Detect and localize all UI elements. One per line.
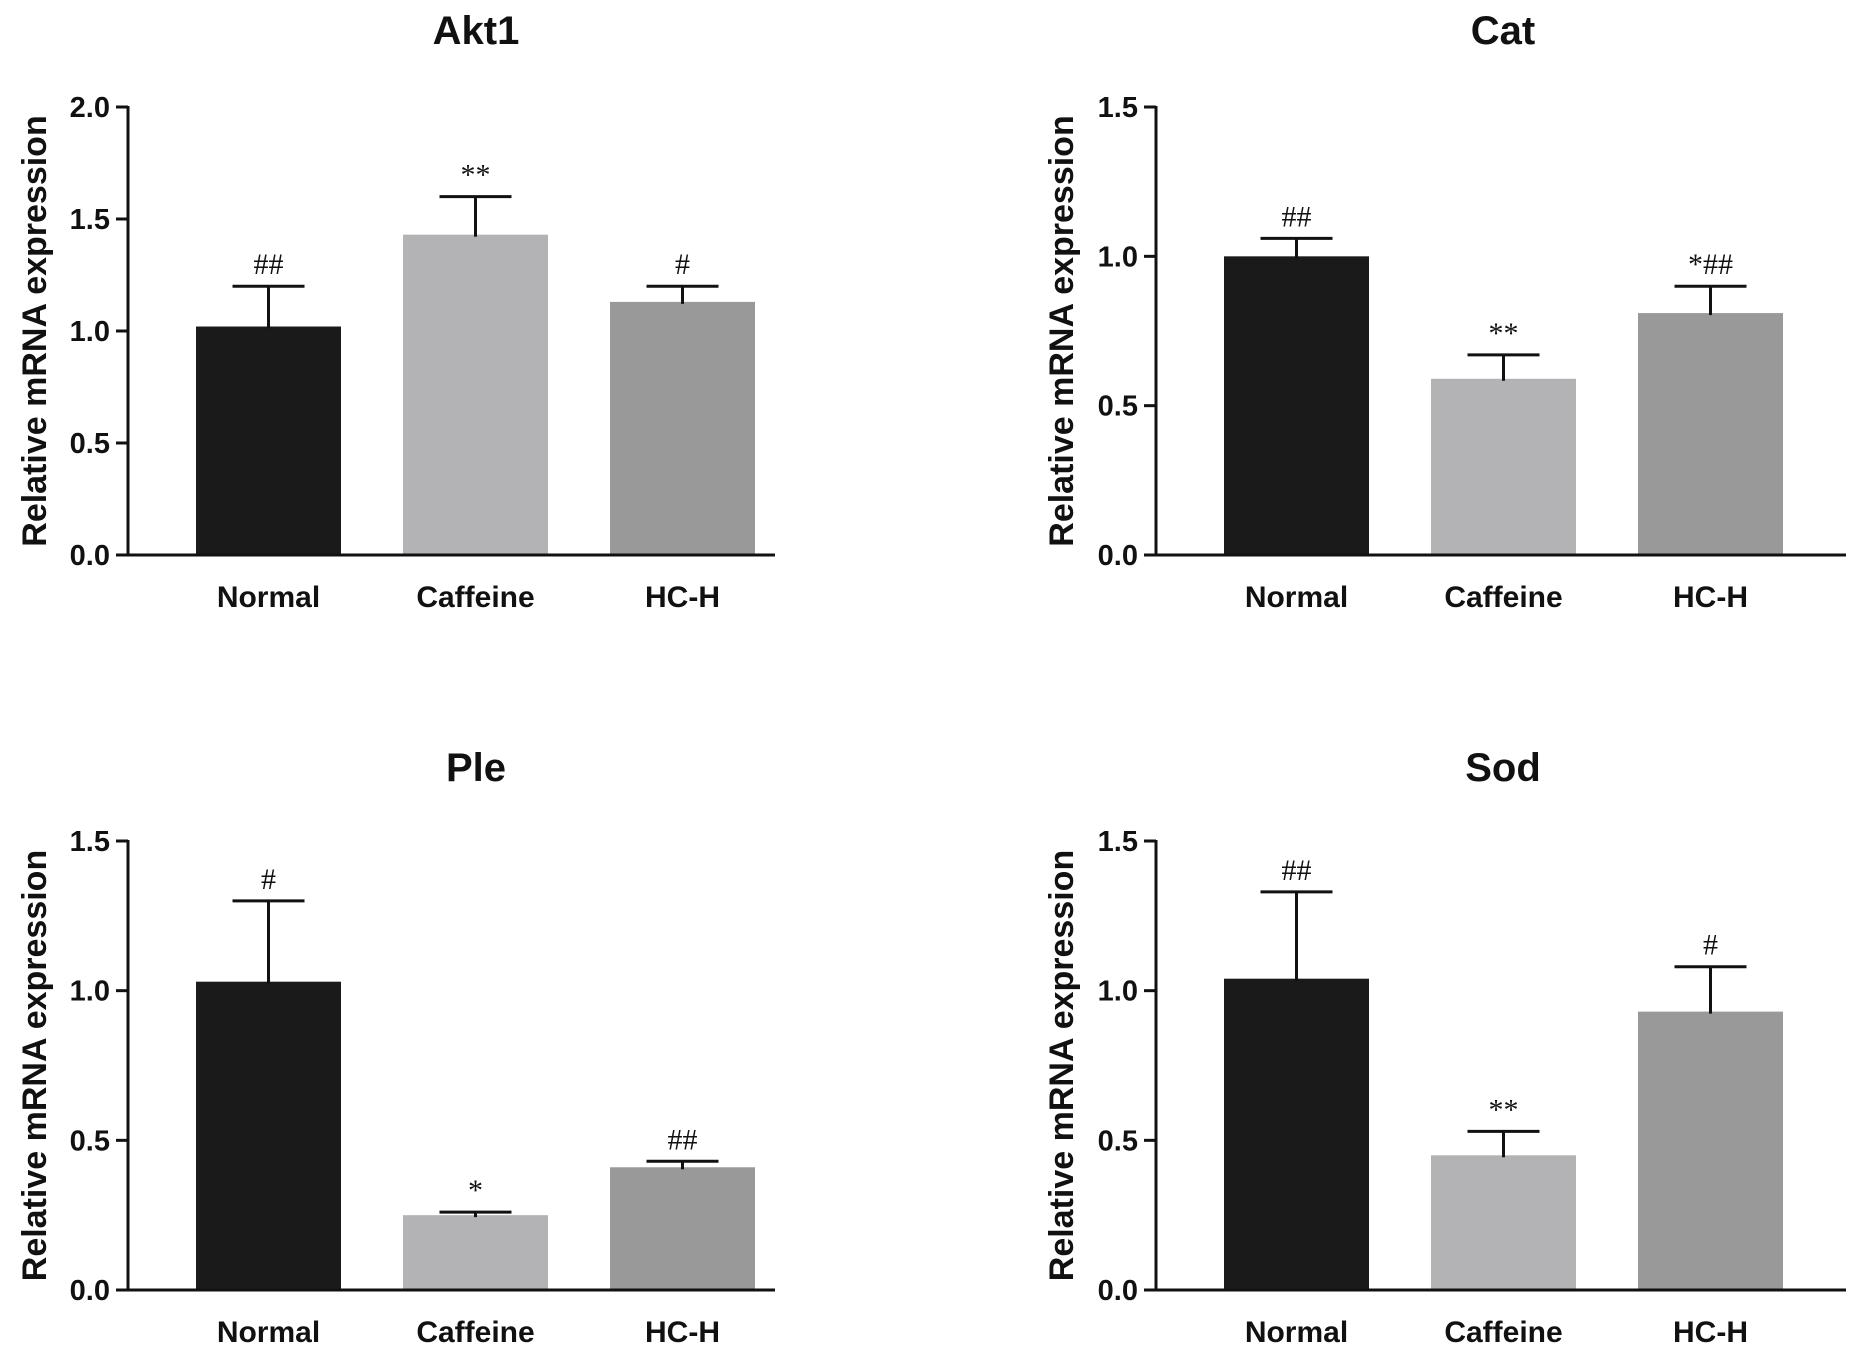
y-axis-label: Relative mRNA expression xyxy=(1043,115,1081,546)
significance-label-hc-h: # xyxy=(1703,929,1718,962)
x-tick-label-hc-h: HC-H xyxy=(645,581,720,614)
chart-panel-sod: Sod Relative mRNA expression ## Normal ** Caf… xyxy=(1043,746,1846,1349)
bar-caffeine xyxy=(403,234,548,555)
chart-panel-akt1: Akt1 Relative mRNA expression ## Normal ** Ca… xyxy=(16,9,775,614)
significance-label-caffeine: ** xyxy=(1489,317,1519,350)
x-tick-label-hc-h: HC-H xyxy=(1673,581,1748,614)
bar-caffeine xyxy=(403,1215,548,1290)
y-tick-label: 0.0 xyxy=(1098,540,1138,572)
bar-caffeine xyxy=(1431,1155,1576,1290)
bar-caffeine xyxy=(1431,378,1576,555)
y-tick-label: 0.0 xyxy=(70,540,110,572)
y-tick-label: 1.5 xyxy=(1098,92,1138,124)
x-tick-label-caffeine: Caffeine xyxy=(1444,1316,1562,1349)
y-tick-label: 0.0 xyxy=(1098,1275,1138,1307)
bar-hc-h xyxy=(610,301,755,555)
significance-label-hc-h: # xyxy=(675,248,690,281)
significance-label-hc-h: ## xyxy=(668,1123,698,1156)
bar-normal xyxy=(1224,978,1369,1290)
y-tick-label: 1.0 xyxy=(1098,976,1138,1008)
bar-normal xyxy=(196,981,341,1290)
significance-label-normal: # xyxy=(261,863,276,896)
y-tick-label: 1.5 xyxy=(70,826,110,858)
y-axis-label: Relative mRNA expression xyxy=(16,115,54,546)
x-tick-label-caffeine: Caffeine xyxy=(416,1316,534,1349)
y-tick-label: 0.5 xyxy=(70,428,110,460)
chart-title: Cat xyxy=(1471,9,1535,53)
significance-label-caffeine: ** xyxy=(461,159,491,192)
y-tick-label: 0.5 xyxy=(70,1125,110,1157)
y-tick-label: 1.5 xyxy=(70,204,110,236)
x-tick-label-caffeine: Caffeine xyxy=(416,581,534,614)
y-tick-label: 0.5 xyxy=(1098,391,1138,423)
y-axis-label: Relative mRNA expression xyxy=(16,850,54,1281)
x-tick-label-caffeine: Caffeine xyxy=(1444,581,1562,614)
bar-normal xyxy=(1224,256,1369,555)
y-axis-label: Relative mRNA expression xyxy=(1043,850,1081,1281)
y-tick-label: 0.5 xyxy=(1098,1125,1138,1157)
y-tick-label: 1.0 xyxy=(1098,241,1138,273)
x-tick-label-normal: Normal xyxy=(1245,581,1348,614)
y-tick-label: 0.0 xyxy=(70,1275,110,1307)
chart-title: Akt1 xyxy=(433,9,520,53)
significance-label-caffeine: ** xyxy=(1489,1093,1519,1126)
bar-normal xyxy=(196,326,341,555)
x-tick-label-normal: Normal xyxy=(217,581,320,614)
y-tick-label: 1.0 xyxy=(70,976,110,1008)
significance-label-normal: ## xyxy=(254,248,284,281)
chart-title: Sod xyxy=(1465,746,1541,790)
x-tick-label-hc-h: HC-H xyxy=(645,1316,720,1349)
x-tick-label-hc-h: HC-H xyxy=(1673,1316,1748,1349)
bar-hc-h xyxy=(1638,1011,1783,1290)
y-tick-label: 1.0 xyxy=(70,316,110,348)
chart-panel-ple: Ple Relative mRNA expression # Normal * Caffe… xyxy=(16,746,775,1349)
significance-label-normal: ## xyxy=(1282,854,1312,887)
significance-label-normal: ## xyxy=(1282,200,1312,233)
chart-panel-cat: Cat Relative mRNA expression ## Normal ** Caf… xyxy=(1043,9,1846,614)
significance-label-hc-h: *## xyxy=(1688,248,1733,281)
bar-hc-h xyxy=(610,1167,755,1290)
chart-title: Ple xyxy=(446,746,506,790)
x-tick-label-normal: Normal xyxy=(217,1316,320,1349)
x-tick-label-normal: Normal xyxy=(1245,1316,1348,1349)
y-tick-label: 2.0 xyxy=(70,92,110,124)
bar-hc-h xyxy=(1638,313,1783,555)
y-tick-label: 1.5 xyxy=(1098,826,1138,858)
significance-label-caffeine: * xyxy=(468,1174,483,1207)
